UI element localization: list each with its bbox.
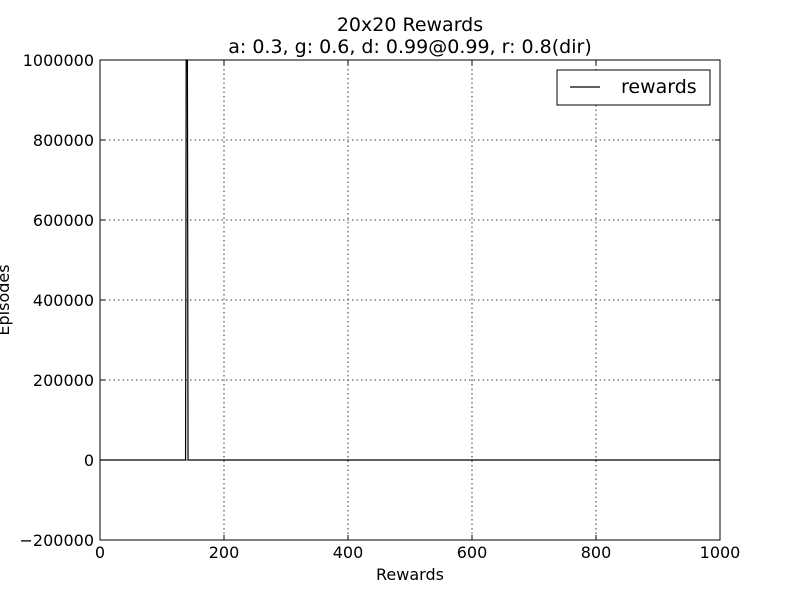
x-tick-label: 800	[581, 543, 612, 562]
y-tick-labels: −200000 0 200000 400000 600000 800000 1000000	[20, 51, 94, 550]
x-tick-labels: 0 200 400 600 800 1000	[95, 543, 740, 562]
x-tick-label: 1000	[700, 543, 741, 562]
x-tick-label: 0	[95, 543, 105, 562]
grid-lines	[100, 60, 720, 540]
y-tick-label: 600000	[33, 211, 94, 230]
y-tick-label: 400000	[33, 291, 94, 310]
legend: rewards	[556, 69, 711, 106]
y-tick-label: 800000	[33, 131, 94, 150]
x-tick-label: 400	[333, 543, 364, 562]
series-line-rewards	[100, 59, 720, 461]
y-tick-label: −200000	[20, 531, 94, 550]
y-tick-label: 0	[84, 451, 94, 470]
chart-subtitle: a: 0.3, g: 0.6, d: 0.99@0.99, r: 0.8(dir…	[228, 36, 591, 58]
tick-marks	[99, 59, 721, 541]
y-tick-label: 200000	[33, 371, 94, 390]
y-tick-label: 1000000	[23, 51, 94, 70]
chart-title: 20x20 Rewards	[337, 14, 483, 36]
series-layer	[100, 59, 720, 461]
x-tick-label: 200	[209, 543, 240, 562]
x-tick-label: 600	[457, 543, 488, 562]
legend-label-rewards: rewards	[621, 76, 697, 98]
y-axis-label: Episodes	[0, 264, 13, 335]
x-axis-label: Rewards	[376, 565, 444, 584]
